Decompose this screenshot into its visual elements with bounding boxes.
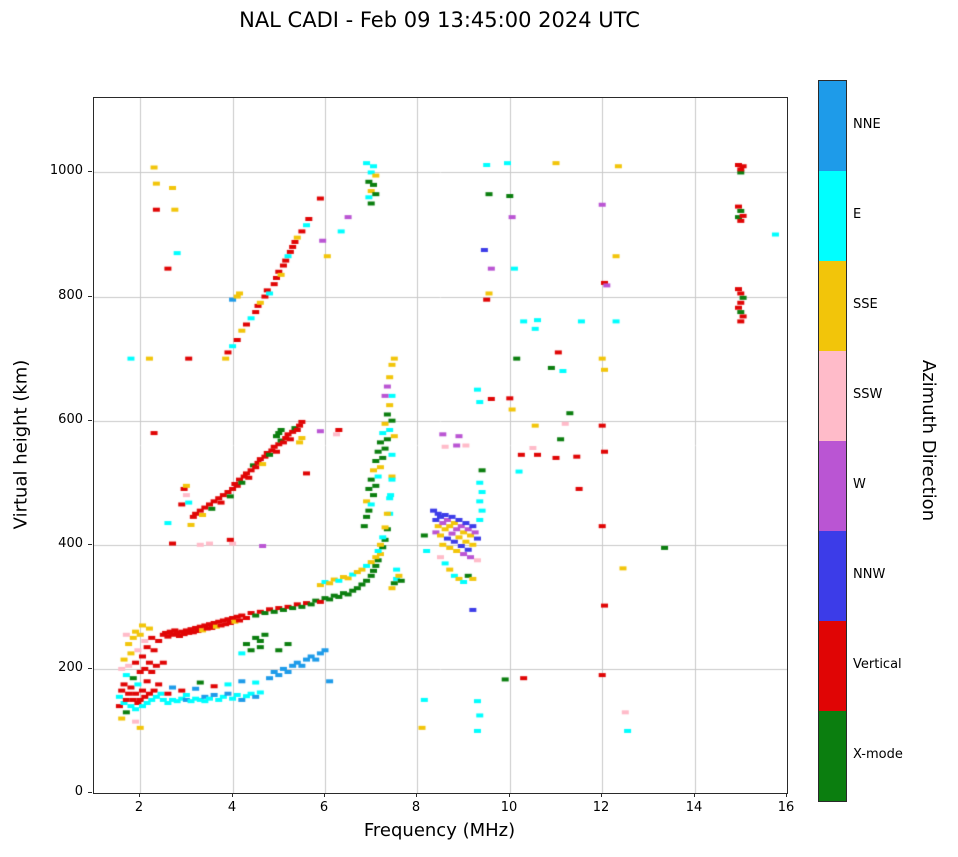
y-tick-label: 800 [58, 288, 83, 303]
colorbar-axis-label-wrap: Azimuth Direction [905, 80, 953, 800]
y-tick-mark [88, 544, 92, 545]
colorbar [818, 80, 847, 802]
colorbar-segment-ssw [819, 351, 846, 441]
chart-title: NAL CADI - Feb 09 13:45:00 2024 UTC [239, 8, 640, 32]
colorbar-label-nnw: NNW [853, 567, 886, 582]
y-tick-label: 0 [74, 784, 83, 799]
x-tick-mark [509, 793, 510, 797]
x-tick-mark [416, 793, 417, 797]
x-tick-label: 16 [777, 800, 795, 815]
y-tick-mark [88, 792, 92, 793]
colorbar-segment-nne [819, 81, 846, 171]
x-tick-mark [139, 793, 140, 797]
x-tick-label: 14 [685, 800, 703, 815]
y-tick-label: 1000 [49, 163, 83, 178]
y-tick-label: 200 [58, 660, 83, 675]
x-tick-mark [786, 793, 787, 797]
scatter-canvas [94, 98, 787, 793]
y-axis-label-wrap: Virtual height (km) [0, 97, 42, 792]
colorbar-label-x-mode: X-mode [853, 747, 903, 762]
y-tick-mark [88, 668, 92, 669]
y-axis-label: Virtual height (km) [10, 359, 32, 530]
x-tick-label: 4 [227, 800, 237, 815]
colorbar-segment-w [819, 441, 846, 531]
colorbar-label-ssw: SSW [853, 387, 883, 402]
y-tick-mark [88, 171, 92, 172]
plot-area [93, 97, 788, 794]
y-tick-mark [88, 420, 92, 421]
colorbar-axis-label: Azimuth Direction [918, 359, 940, 521]
x-axis-label: Frequency (MHz) [363, 820, 516, 841]
x-tick-label: 10 [500, 800, 518, 815]
y-tick-label: 400 [58, 536, 83, 551]
x-tick-label: 6 [319, 800, 329, 815]
y-tick-mark [88, 296, 92, 297]
colorbar-segment-vertical [819, 621, 846, 711]
x-tick-mark [601, 793, 602, 797]
x-tick-mark [232, 793, 233, 797]
colorbar-segment-e [819, 171, 846, 261]
colorbar-segment-sse [819, 261, 846, 351]
y-tick-label: 600 [58, 412, 83, 427]
colorbar-label-vertical: Vertical [853, 657, 902, 672]
x-tick-label: 8 [411, 800, 421, 815]
colorbar-label-sse: SSE [853, 297, 878, 312]
colorbar-segment-x-mode [819, 711, 846, 801]
x-tick-label: 2 [134, 800, 144, 815]
colorbar-label-e: E [853, 207, 862, 222]
colorbar-segment-nnw [819, 531, 846, 621]
x-tick-mark [694, 793, 695, 797]
x-tick-mark [324, 793, 325, 797]
colorbar-label-w: W [853, 477, 866, 492]
x-tick-label: 12 [592, 800, 610, 815]
colorbar-label-nne: NNE [853, 117, 881, 132]
